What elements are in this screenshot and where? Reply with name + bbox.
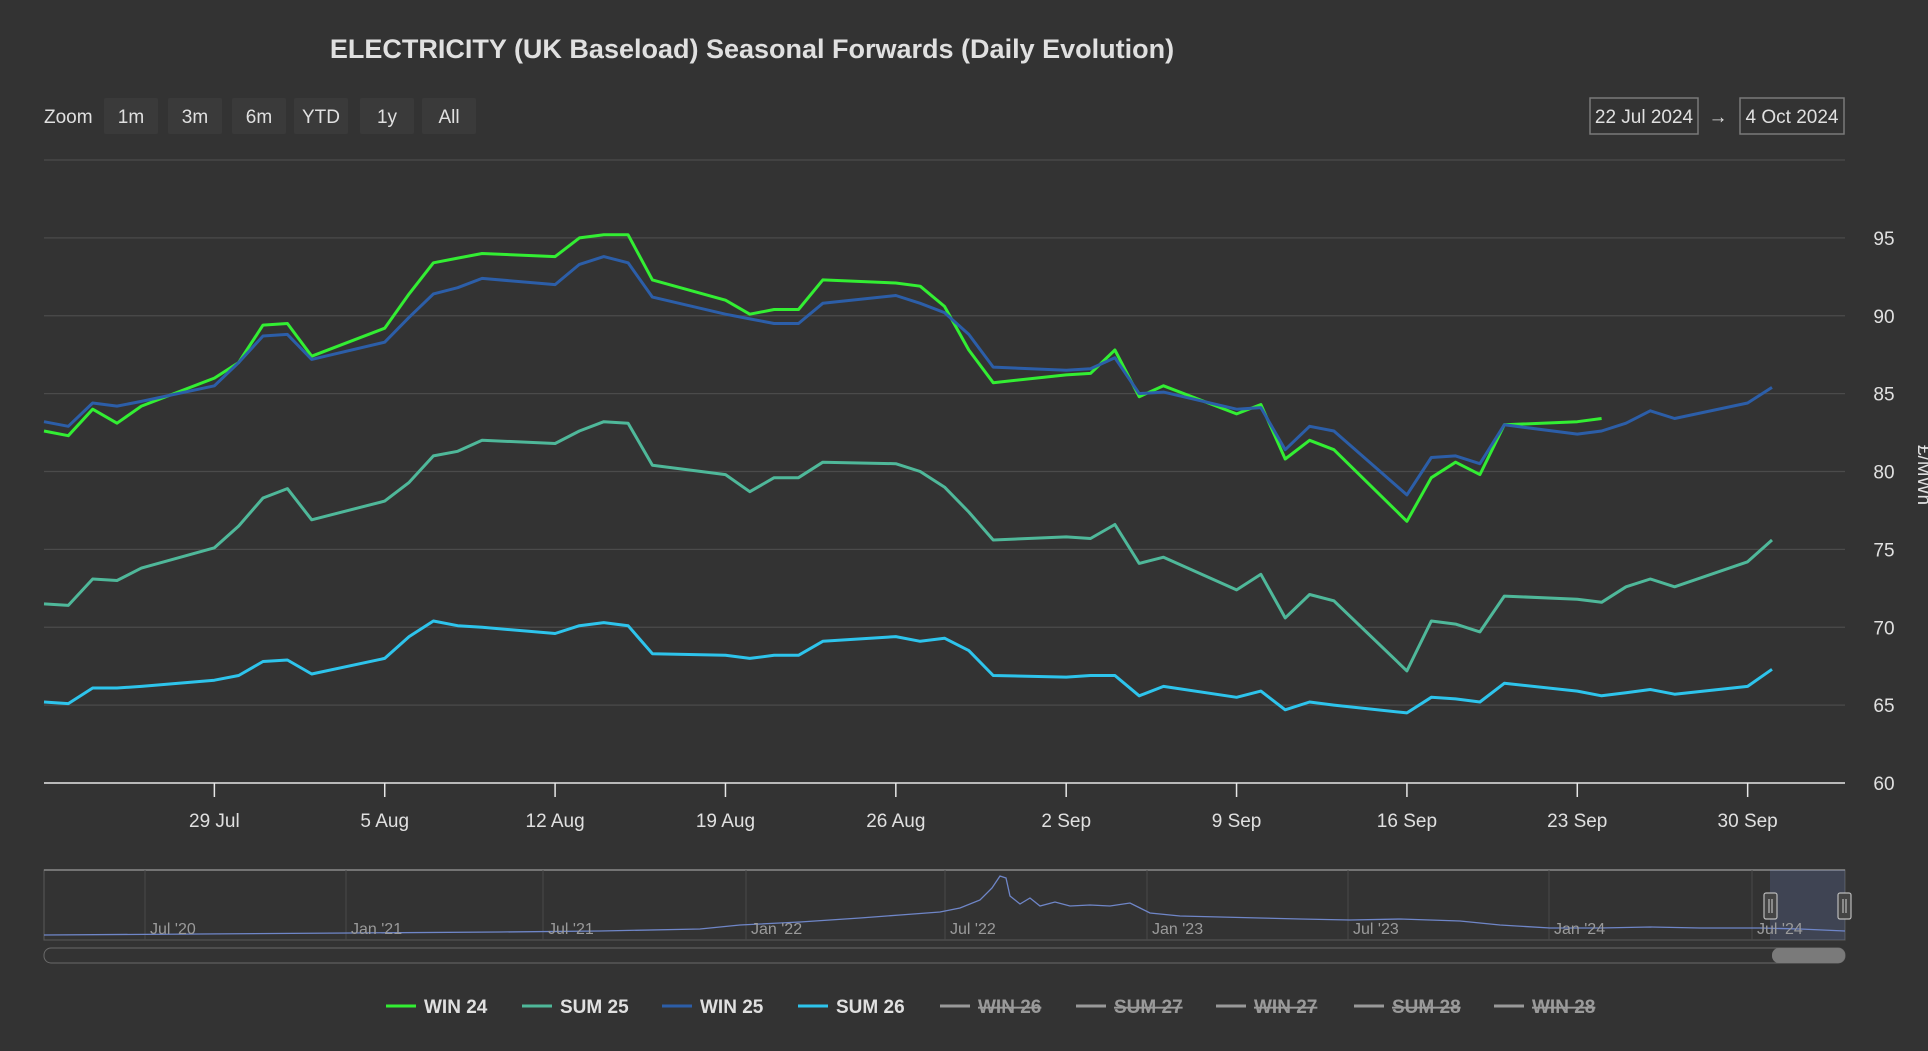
navigator-labels: Jul '20 Jan '21 Jul '21 Jan '22 Jul '22 Jan '…: [150, 921, 1803, 938]
y-tick-label: 65: [1873, 696, 1894, 717]
zoom-button-bg-6m[interactable]: [232, 98, 286, 134]
y-tick-label: 80: [1873, 463, 1894, 484]
series-line-sum-26[interactable]: [43, 619, 1773, 715]
series-lines: [43, 233, 1773, 715]
navigator-label: Jul '22: [950, 921, 996, 938]
zoom-button-all[interactable]: All: [438, 107, 459, 128]
x-tick-label: 16 Sep: [1377, 811, 1437, 832]
x-tick-label: 29 Jul: [189, 811, 240, 832]
navigator-label: Jan '24: [1554, 921, 1605, 938]
zoom-button-3m[interactable]: 3m: [182, 107, 208, 128]
zoom-button-bg-1m[interactable]: [104, 98, 158, 134]
legend: WIN 24 SUM 25 WIN 25 SUM 26 WIN 26 SUM 27 WIN …: [386, 997, 1595, 1018]
series-line-win-24[interactable]: [43, 233, 1602, 523]
y-tick-label: 85: [1873, 385, 1894, 406]
range-selector: Zoom 1m 3m 6m YTD 1y All 22 Jul 2024 → 4 Oct …: [44, 97, 1845, 135]
from-date-box[interactable]: [1589, 97, 1699, 135]
x-tick-label: 19 Aug: [696, 811, 755, 832]
y-tick-label: 75: [1873, 540, 1894, 561]
zoom-buttons: 1m 3m 6m YTD 1y All: [104, 98, 476, 134]
scrollbar[interactable]: [43, 947, 1846, 964]
series-line-win-25[interactable]: [43, 255, 1773, 497]
legend-item-win-25[interactable]: WIN 25: [700, 997, 764, 1018]
zoom-button-6m[interactable]: 6m: [246, 107, 272, 128]
navigator-series-line: [43, 875, 1846, 936]
navigator-handle-left[interactable]: [1763, 892, 1778, 920]
scrollbar-thumb[interactable]: [1772, 948, 1845, 963]
legend-item-win-27[interactable]: WIN 27: [1254, 997, 1317, 1018]
zoom-button-bg-ytd[interactable]: [294, 98, 348, 134]
y-tick-label: 90: [1873, 307, 1894, 328]
x-tick-label: 26 Aug: [866, 811, 925, 832]
zoom-button-bg-3m[interactable]: [168, 98, 222, 134]
zoom-button-1m[interactable]: 1m: [118, 107, 144, 128]
from-date-input[interactable]: 22 Jul 2024: [1595, 107, 1694, 128]
navigator-selection[interactable]: [1770, 870, 1845, 940]
legend-item-win-28[interactable]: WIN 28: [1532, 997, 1595, 1018]
y-tick-label: 60: [1873, 774, 1894, 795]
legend-item-sum-28[interactable]: SUM 28: [1392, 997, 1461, 1018]
y-tick-label: 95: [1873, 229, 1894, 250]
to-date-box[interactable]: [1739, 97, 1845, 135]
navigator-gridlines: [144, 870, 1753, 940]
legend-item-win-24[interactable]: WIN 24: [424, 997, 488, 1018]
y-gridlines: [44, 159, 1845, 706]
zoom-label: Zoom: [44, 107, 93, 128]
legend-item-sum-25[interactable]: SUM 25: [560, 997, 629, 1018]
zoom-button-bg-1y[interactable]: [360, 98, 414, 134]
x-tick-label: 23 Sep: [1547, 811, 1607, 832]
legend-item-win-26[interactable]: WIN 26: [978, 997, 1041, 1018]
legend-item-sum-26[interactable]: SUM 26: [836, 997, 905, 1018]
navigator-label: Jul '23: [1353, 921, 1399, 938]
x-tick-label: 5 Aug: [360, 811, 409, 832]
navigator-handle-right[interactable]: [1837, 892, 1852, 920]
zoom-button-bg-all[interactable]: [422, 98, 476, 134]
navigator-label: Jul '24: [1757, 921, 1803, 938]
series-line-sum-25[interactable]: [43, 420, 1773, 673]
chart-title: ELECTRICITY (UK Baseload) Seasonal Forwa…: [330, 34, 1174, 64]
navigator-label: Jul '21: [548, 921, 594, 938]
zoom-button-1y[interactable]: 1y: [377, 107, 398, 128]
navigator[interactable]: Jul '20 Jan '21 Jul '21 Jan '22 Jul '22 Jan '…: [43, 869, 1852, 941]
x-tick-label: 12 Aug: [526, 811, 585, 832]
x-axis-ticks: 29 Jul 5 Aug 12 Aug 19 Aug 26 Aug 2 Sep 9 Sep 1…: [189, 783, 1778, 832]
legend-item-sum-27[interactable]: SUM 27: [1114, 997, 1183, 1018]
y-axis-label: £/MWh: [1913, 445, 1928, 505]
navigator-label: Jan '22: [751, 921, 802, 938]
scrollbar-track[interactable]: [43, 947, 1846, 964]
navigator-label: Jan '21: [351, 921, 402, 938]
date-range-inputs: 22 Jul 2024 → 4 Oct 2024: [1589, 97, 1845, 135]
navigator-label: Jan '23: [1152, 921, 1203, 938]
date-range-arrow: →: [1709, 107, 1728, 128]
navigator-label: Jul '20: [150, 921, 196, 938]
to-date-input[interactable]: 4 Oct 2024: [1746, 107, 1839, 128]
y-tick-label: 70: [1873, 618, 1894, 639]
x-tick-label: 2 Sep: [1041, 811, 1091, 832]
y-axis-ticks: 60 65 70 75 80 85 90 95: [1873, 229, 1894, 795]
x-tick-label: 9 Sep: [1212, 811, 1262, 832]
x-tick-label: 30 Sep: [1718, 811, 1778, 832]
zoom-button-ytd[interactable]: YTD: [302, 107, 340, 128]
